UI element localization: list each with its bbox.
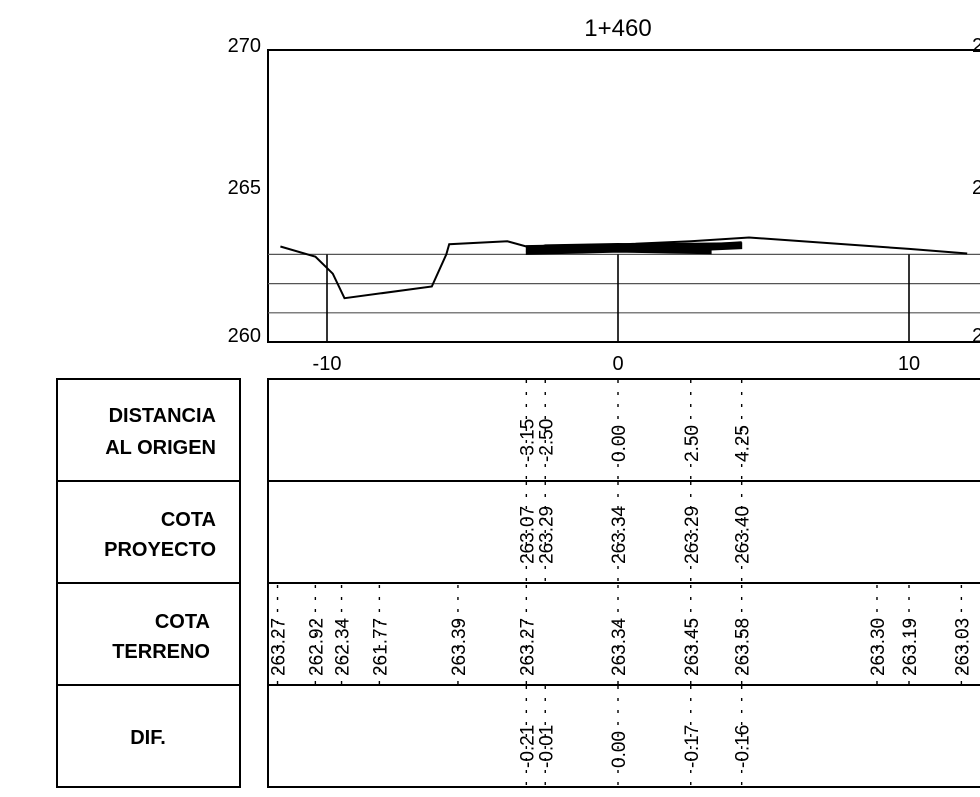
value-cota-terreno-6: 263.34 [609,617,630,676]
row-label-cota-terreno-1: COTA [155,611,210,633]
x-tick-10: 10 [898,353,920,375]
pavement-section [525,242,743,255]
value-cota-terreno-2: 262.34 [333,617,354,676]
value-distancia-4: 4.25 [733,425,754,462]
value-cota-terreno-1: 262.92 [306,618,327,676]
row-label-dif: DIF. [130,727,166,749]
value-distancia-1: -2.50 [536,419,557,462]
value-dif-3: -0.17 [682,725,703,768]
value-cota-terreno-3: 261.77 [370,618,391,676]
y-tick-260: 260 [228,325,261,347]
chart-title: 1+460 [584,15,651,42]
row-label-cota-proyecto-2: PROYECTO [104,539,216,561]
value-distancia-0: -3.15 [517,419,538,462]
value-distancia-2: 0.00 [609,425,630,462]
terrain-line [280,236,968,300]
table-values-layer: -3.15 263.07 -0.21 -2.50 263.29 -0.01 0.00 263.… [269,380,973,786]
plot-frame [267,49,980,343]
value-cota-terreno-5: 263.27 [517,618,538,676]
value-cota_proyecto-3: 263.29 [682,506,703,564]
value-dif-2: 0.00 [609,731,630,768]
row-label-cota-terreno-2: TERRENO [112,641,210,663]
value-cota-terreno-9: 263.30 [868,618,889,676]
right-tick-top: 2 [972,35,980,57]
right-tick-mid: 2 [972,177,980,199]
value-dif-0: -0.21 [517,725,538,768]
row-label-distancia-1: DISTANCIA [109,405,216,427]
value-cota-terreno-7: 263.45 [682,618,703,676]
value-distancia-3: 2.50 [682,425,703,462]
y-tick-265: 265 [228,177,261,199]
value-cota-terreno-10: 263.19 [900,618,921,676]
y-tick-270: 270 [228,35,261,57]
value-dif-4: -0.16 [733,725,754,768]
value-cota-terreno-0: 263.27 [269,618,290,676]
value-cota_proyecto-4: 263.40 [733,506,754,564]
value-cota-terreno-11: 263.03 [952,618,973,676]
row-label-distancia-2: AL ORIGEN [105,437,216,459]
row-label-cota-proyecto-1: COTA [161,509,216,531]
value-cota_proyecto-1: 263.29 [536,506,557,564]
x-tick-0: 0 [612,353,623,375]
x-tick-minus10: -10 [313,353,342,375]
value-dif-1: -0.01 [536,725,557,768]
right-tick-bottom: 2 [972,325,980,347]
value-cota_proyecto-0: 263.07 [517,506,538,564]
value-cota_proyecto-2: 263.34 [609,505,630,564]
value-cota-terreno-8: 263.58 [733,618,754,676]
plot-layer [268,236,980,342]
value-cota-terreno-4: 263.39 [449,618,470,676]
